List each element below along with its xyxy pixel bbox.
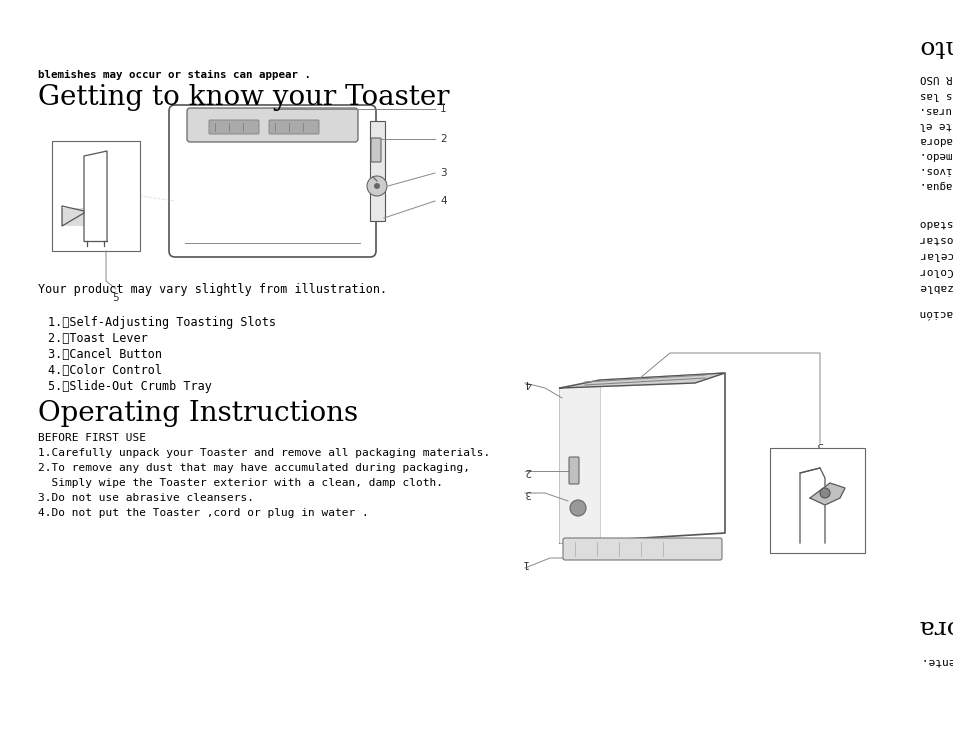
Text: 3.   No utilice limpiadores abrasivos.: 3. No utilice limpiadores abrasivos. <box>919 165 953 175</box>
Text: 1: 1 <box>521 558 528 568</box>
Text: 5.  Bandeja para migas deslizable: 5. Bandeja para migas deslizable <box>919 282 953 292</box>
Text: blemishes may occur or stains can appear .: blemishes may occur or stains can appear… <box>38 70 311 80</box>
Polygon shape <box>559 373 724 388</box>
Polygon shape <box>559 380 599 543</box>
Bar <box>52 141 140 251</box>
Text: Your product may vary slightly from illustration.: Your product may vary slightly from illu… <box>38 283 387 296</box>
Text: con un paño limpio y húmedo.: con un paño limpio y húmedo. <box>919 150 953 160</box>
Text: 5.	Slide-Out Crumb Tray: 5. Slide-Out Crumb Tray <box>48 380 212 393</box>
Text: Getting to know your Toaster: Getting to know your Toaster <box>38 84 449 111</box>
FancyBboxPatch shape <box>269 120 318 134</box>
Text: 3: 3 <box>524 488 531 498</box>
FancyBboxPatch shape <box>568 457 578 484</box>
Text: 2.   Para retirar el polvo que pueda haberse acumulado durante el: 2. Para retirar el polvo que pueda haber… <box>919 120 953 130</box>
Circle shape <box>367 176 387 196</box>
Text: 2   Palanca para tostar: 2 Palanca para tostar <box>919 234 953 244</box>
Text: Operating Instructions: Operating Instructions <box>38 400 357 427</box>
Text: 4.	Color Control: 4. Color Control <box>48 364 162 377</box>
Polygon shape <box>559 373 724 543</box>
FancyBboxPatch shape <box>187 108 357 142</box>
Text: 4: 4 <box>524 378 531 388</box>
Text: empaque, simplemente limpie la parte exterior de la tostadora: empaque, simplemente limpie la parte ext… <box>919 135 953 145</box>
Text: 3.Do not use abrasive cleansers.: 3.Do not use abrasive cleansers. <box>38 493 253 503</box>
Text: 2: 2 <box>524 466 531 476</box>
Text: 1.  Ranuras auto ajustables para el tostado: 1. Ranuras auto ajustables para el tosta… <box>919 218 953 228</box>
Bar <box>62 208 84 226</box>
Text: 3.	Cancel Button: 3. Cancel Button <box>48 348 162 361</box>
Bar <box>769 448 864 553</box>
Text: 4.   No coloque la tostadora, el cordón ni el enchufe en agua.: 4. No coloque la tostadora, el cordón ni… <box>919 179 953 190</box>
FancyBboxPatch shape <box>562 538 721 560</box>
Text: 2: 2 <box>439 134 446 144</box>
Text: 3.  Botón Cancelar: 3. Botón Cancelar <box>919 250 953 260</box>
Text: 1.   Desempaque la tostadora cuidadosamente y retire todas las: 1. Desempaque la tostadora cuidadosament… <box>919 90 953 100</box>
Circle shape <box>569 500 585 516</box>
Text: ANTES DEL PRIMER USO: ANTES DEL PRIMER USO <box>919 73 953 83</box>
Text: 1.	Self-Adjusting Toasting Slots: 1. Self-Adjusting Toasting Slots <box>48 316 275 329</box>
Text: 1.Carefully unpack your Toaster and remove all packaging materials.: 1.Carefully unpack your Toaster and remo… <box>38 448 490 458</box>
Bar <box>370 121 385 221</box>
FancyBboxPatch shape <box>371 138 380 162</box>
Text: 5: 5 <box>112 293 119 303</box>
Text: envolturas.: envolturas. <box>919 105 953 115</box>
Text: 1: 1 <box>439 104 446 114</box>
Text: El producto puede variar un poco con respecto a la ilustración: El producto puede variar un poco con res… <box>919 308 953 318</box>
Text: 2.To remove any dust that may have accumulated during packaging,: 2.To remove any dust that may have accum… <box>38 463 470 473</box>
Circle shape <box>374 183 379 189</box>
FancyBboxPatch shape <box>209 120 258 134</box>
FancyBboxPatch shape <box>169 105 375 257</box>
Text: 4.  Control de Color: 4. Control de Color <box>919 266 953 276</box>
Text: permanente.: permanente. <box>919 656 953 666</box>
Text: 5: 5 <box>816 440 822 450</box>
Text: 4.Do not put the Toaster ,cord or plug in water .: 4.Do not put the Toaster ,cord or plug i… <box>38 508 369 518</box>
Text: 4: 4 <box>439 196 446 206</box>
Text: Simply wipe the Toaster exterior with a clean, damp cloth.: Simply wipe the Toaster exterior with a … <box>38 478 442 488</box>
Text: 3: 3 <box>439 168 446 178</box>
Circle shape <box>820 488 829 498</box>
Text: BEFORE FIRST USE: BEFORE FIRST USE <box>38 433 146 443</box>
Text: 2.	Toast Lever: 2. Toast Lever <box>48 332 148 345</box>
Text: Instrucciones de Funcionamiento: Instrucciones de Funcionamiento <box>919 35 953 58</box>
Text: Conozca su tostadora: Conozca su tostadora <box>919 615 953 638</box>
Polygon shape <box>809 483 844 505</box>
